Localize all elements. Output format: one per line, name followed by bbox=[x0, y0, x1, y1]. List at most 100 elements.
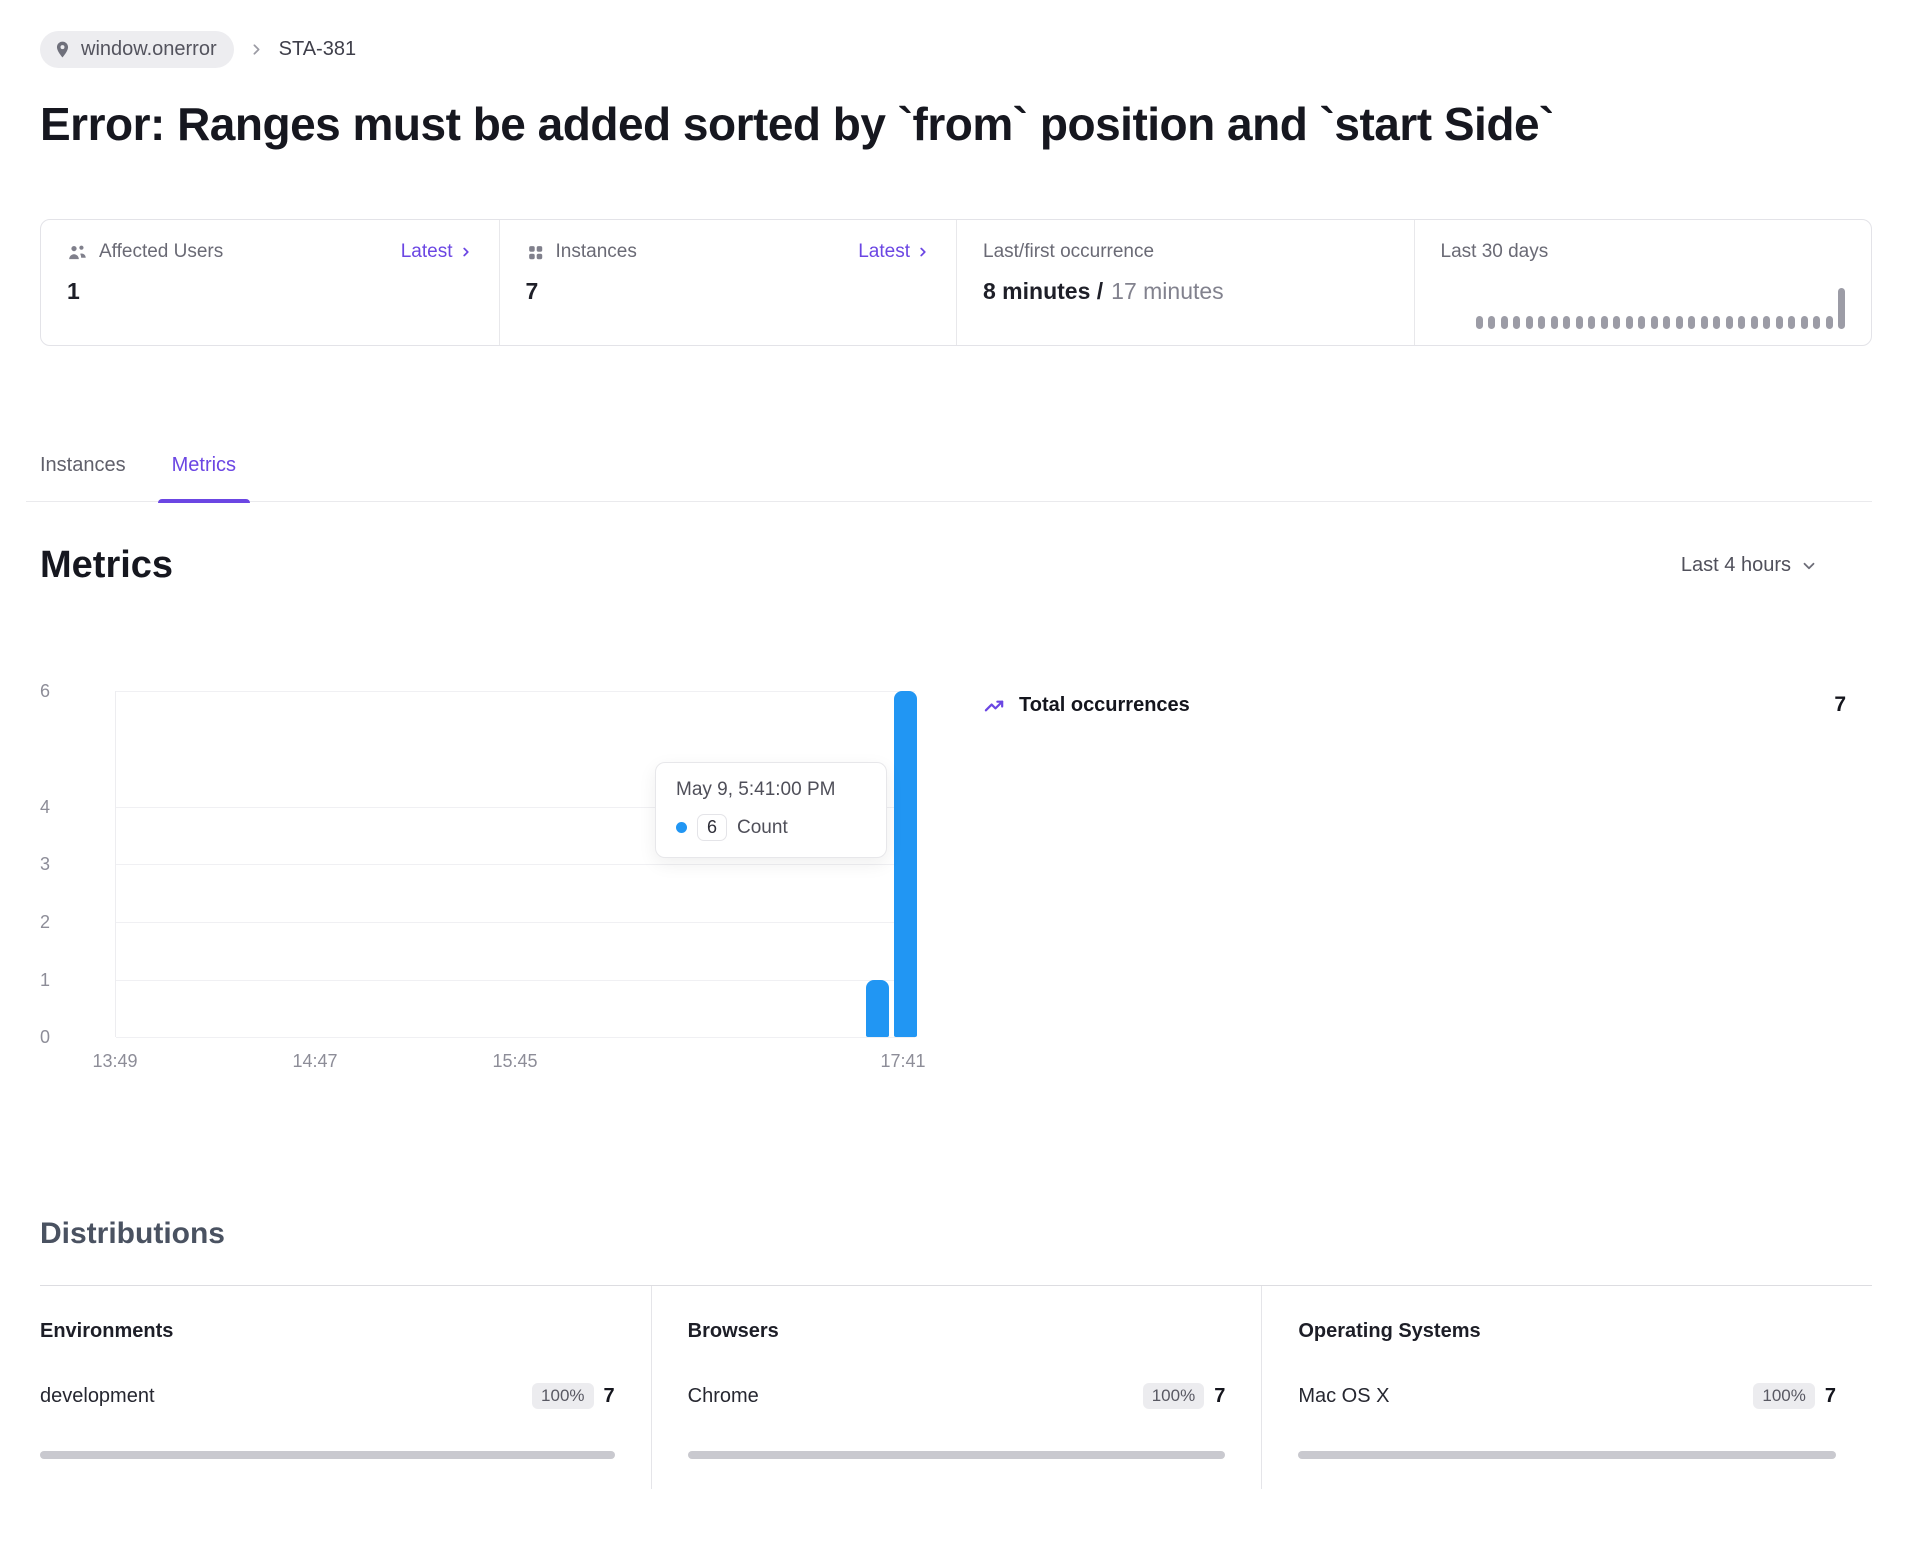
tab-metrics[interactable]: Metrics bbox=[157, 454, 251, 504]
x-axis-label: 15:45 bbox=[492, 1051, 538, 1072]
metrics-heading: Metrics bbox=[40, 544, 174, 587]
spark-bar bbox=[1638, 316, 1645, 330]
distribution-item-count: 7 bbox=[1214, 1384, 1226, 1407]
gridline-1 bbox=[116, 979, 915, 981]
spark-bar bbox=[1625, 316, 1633, 330]
breadcrumb-project-label: window.onerror bbox=[81, 37, 217, 60]
distribution-item-count: 7 bbox=[603, 1384, 615, 1407]
gridline-3 bbox=[116, 864, 915, 866]
first-occurrence-value: 17 minutes bbox=[1111, 278, 1224, 305]
occurrence-value: 8 minutes / 17 minutes bbox=[983, 278, 1388, 305]
issue-detail-page: window.onerror STA-381 Error: Ranges mus… bbox=[26, 30, 1872, 1490]
tooltip-value: 6 bbox=[697, 814, 728, 842]
metrics-chart-section: 0 1 2 3 4 6 13:49 14:47 15:45 17:41 May 9, 5:41:… bbox=[40, 681, 1872, 1083]
distribution-bar-track bbox=[40, 1451, 615, 1460]
spark-bar bbox=[1513, 316, 1520, 330]
spark-bar bbox=[1713, 316, 1720, 330]
occurrence-label: Last/first occurrence bbox=[983, 241, 1155, 263]
distribution-row: development 100% 7 bbox=[40, 1383, 615, 1410]
spark-bar bbox=[1725, 316, 1733, 330]
chevron-down-icon bbox=[1803, 562, 1815, 569]
stat-card-last-30-days: Last 30 days bbox=[1413, 220, 1872, 346]
percent-badge: 100% bbox=[1753, 1383, 1815, 1410]
chart-legend-panel: Total occurrences 7 bbox=[983, 691, 1872, 717]
y-axis-label-6: 6 bbox=[40, 681, 51, 702]
instances-latest-link[interactable]: Latest bbox=[858, 241, 930, 263]
distribution-bar-track bbox=[1298, 1451, 1836, 1460]
spark-bar bbox=[1538, 316, 1545, 330]
chart-plot-area bbox=[115, 691, 917, 1039]
affected-users-value: 1 bbox=[67, 278, 80, 305]
spark-bar bbox=[1738, 316, 1745, 330]
instances-label: Instances bbox=[555, 241, 637, 263]
affected-users-label: Affected Users bbox=[99, 241, 224, 263]
distribution-bar bbox=[1298, 1451, 1836, 1460]
distribution-item-name: development bbox=[40, 1384, 155, 1407]
instances-value: 7 bbox=[525, 278, 539, 305]
spark-bar bbox=[1613, 316, 1620, 330]
spark-bar bbox=[1550, 316, 1558, 330]
affected-users-latest-link[interactable]: Latest bbox=[401, 241, 473, 263]
spark-bar bbox=[1675, 316, 1683, 330]
distribution-row: Mac OS X 100% 7 bbox=[1298, 1383, 1836, 1410]
spark-bar bbox=[1663, 316, 1670, 330]
time-range-selector[interactable]: Last 4 hours bbox=[1681, 554, 1818, 577]
breadcrumb: window.onerror STA-381 bbox=[40, 30, 1872, 68]
spark-bar bbox=[1800, 316, 1808, 330]
distribution-environments: Environments development 100% 7 bbox=[40, 1286, 651, 1489]
breadcrumb-chevron-icon bbox=[253, 43, 260, 55]
breadcrumb-project-pill[interactable]: window.onerror bbox=[40, 30, 234, 68]
spark-bar bbox=[1575, 316, 1583, 330]
gridline-4 bbox=[116, 806, 915, 808]
distribution-row: Chrome 100% 7 bbox=[687, 1383, 1226, 1410]
distribution-bar-track bbox=[687, 1451, 1226, 1460]
chart-tooltip: May 9, 5:41:00 PM 6 Count bbox=[655, 762, 887, 859]
distributions-heading: Distributions bbox=[40, 1217, 225, 1251]
y-axis-label-3: 3 bbox=[40, 854, 51, 875]
gridline-0 bbox=[116, 1037, 915, 1039]
last-occurrence-value: 8 minutes / bbox=[983, 278, 1104, 305]
y-axis-label-0: 0 bbox=[40, 1027, 51, 1048]
distribution-item-count: 7 bbox=[1824, 1384, 1836, 1407]
spark-bar bbox=[1563, 316, 1570, 330]
legend-total-value: 7 bbox=[1834, 693, 1846, 717]
distribution-browsers: Browsers Chrome 100% 7 bbox=[650, 1286, 1262, 1490]
chart-bar[interactable] bbox=[866, 979, 889, 1038]
distribution-bar bbox=[687, 1451, 1226, 1460]
distribution-title-operating-systems: Operating Systems bbox=[1298, 1320, 1481, 1343]
y-axis-label-1: 1 bbox=[40, 969, 51, 990]
distribution-bar bbox=[40, 1451, 615, 1460]
spark-bar bbox=[1775, 316, 1783, 330]
distribution-operating-systems: Operating Systems Mac OS X 100% 7 bbox=[1261, 1286, 1872, 1490]
spark-bar bbox=[1525, 316, 1533, 330]
stat-card-instances: Instances Latest 7 bbox=[498, 220, 957, 346]
distribution-title-environments: Environments bbox=[40, 1320, 174, 1343]
spark-bar bbox=[1788, 316, 1795, 330]
last-30-days-sparkline bbox=[1441, 285, 1845, 330]
spark-bar bbox=[1750, 316, 1758, 330]
grid-icon bbox=[528, 245, 542, 260]
chart-bar[interactable] bbox=[894, 691, 917, 1038]
spark-bar bbox=[1475, 316, 1483, 330]
distributions-grid: Environments development 100% 7 Browsers Chro… bbox=[40, 1285, 1872, 1490]
tab-instances[interactable]: Instances bbox=[40, 454, 126, 477]
x-axis-label: 17:41 bbox=[880, 1051, 926, 1072]
breadcrumb-issue-id: STA-381 bbox=[278, 37, 357, 60]
y-axis: 0 1 2 3 4 6 bbox=[40, 681, 115, 1047]
spark-bar bbox=[1688, 316, 1695, 330]
chevron-right-icon bbox=[920, 247, 926, 257]
stat-card-occurrence: Last/first occurrence 8 minutes / 17 minu… bbox=[956, 220, 1414, 346]
occurrences-bar-chart: 0 1 2 3 4 6 13:49 14:47 15:45 17:41 May 9, 5:41:… bbox=[40, 681, 926, 1083]
distribution-item-stats: 100% 7 bbox=[1142, 1383, 1226, 1410]
legend-row-total-occurrences: Total occurrences 7 bbox=[983, 693, 1846, 717]
distribution-item-stats: 100% 7 bbox=[532, 1383, 615, 1410]
distribution-item-name: Chrome bbox=[687, 1384, 759, 1407]
stat-card-affected-users: Affected Users Latest 1 bbox=[41, 220, 499, 345]
metrics-header: Metrics Last 4 hours bbox=[40, 544, 1872, 587]
last-30-days-label: Last 30 days bbox=[1440, 241, 1549, 263]
page-title: Error: Ranges must be added sorted by `f… bbox=[40, 98, 1554, 150]
tabs: Instances Metrics bbox=[26, 454, 1872, 504]
spark-bar bbox=[1650, 316, 1658, 330]
x-axis: 13:49 14:47 15:45 17:41 bbox=[92, 1051, 925, 1079]
y-axis-label-2: 2 bbox=[40, 911, 51, 932]
